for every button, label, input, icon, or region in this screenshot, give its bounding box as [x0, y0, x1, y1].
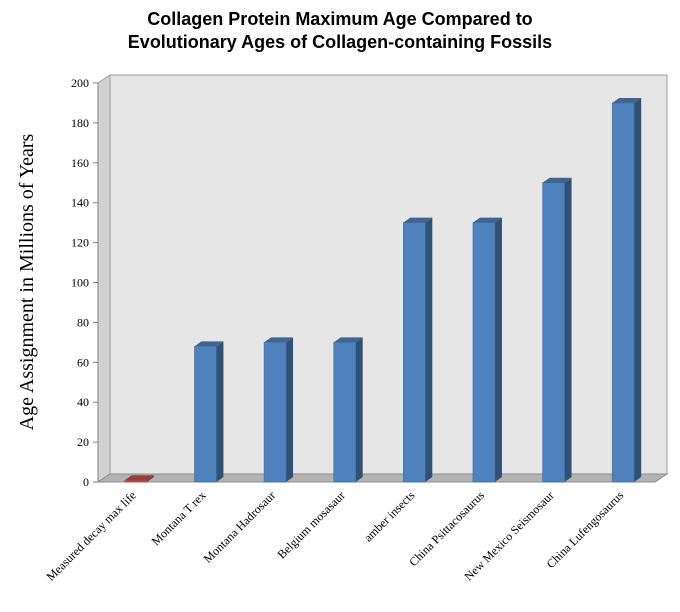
bar	[403, 217, 433, 483]
bar-side	[216, 341, 224, 482]
x-tick-label: China Lufengosaurus	[544, 488, 627, 571]
y-tick-label: 80	[77, 315, 89, 329]
bar-front	[542, 182, 565, 483]
bar-top	[472, 217, 502, 223]
y-tick-label: 40	[77, 395, 89, 409]
plot-area	[96, 74, 669, 483]
chart-title: Collagen Protein Maximum Age Compared to…	[0, 8, 680, 54]
bar	[333, 337, 363, 483]
bar-front	[611, 102, 635, 483]
bar-side	[564, 177, 572, 482]
y-tick-label: 20	[77, 435, 89, 449]
bar-side	[494, 217, 502, 482]
x-tick-label: Belgium mosasaur	[275, 488, 348, 561]
bar-top	[194, 341, 224, 347]
bar-top	[612, 97, 642, 103]
bar-top	[403, 217, 433, 223]
bars	[124, 97, 642, 483]
bar-top	[333, 337, 363, 343]
y-tick-label: 200	[71, 76, 89, 90]
bar	[194, 341, 224, 483]
x-tick-label: Montana T rex	[149, 488, 209, 548]
plot-floor	[96, 473, 669, 483]
bar-side	[355, 337, 363, 482]
bar	[472, 217, 502, 483]
bar	[263, 337, 294, 483]
bar-side	[146, 475, 154, 482]
y-axis: 0 20 40 60 80 100 120 140 160 180 200	[71, 76, 99, 489]
y-tick-label: 100	[71, 276, 89, 290]
bar-front	[403, 222, 426, 483]
x-axis: Measured decay max life Montana T rexMont…	[44, 488, 627, 584]
plot-side-wall	[97, 74, 111, 483]
bar-front	[263, 342, 287, 483]
x-tick-label: Measured decay max life	[44, 488, 139, 583]
bar-front	[124, 479, 148, 483]
y-tick-label: 140	[71, 196, 89, 210]
bar-front	[333, 342, 356, 483]
bar-top	[124, 475, 154, 481]
bar-front	[194, 346, 217, 483]
y-tick-label: 160	[71, 156, 89, 170]
y-tick-label: 60	[77, 355, 89, 369]
y-tick-label: 0	[83, 475, 89, 489]
chart-title-line-2: Evolutionary Ages of Collagen-containing…	[127, 32, 553, 52]
bar-front	[472, 222, 496, 483]
bar	[542, 177, 572, 483]
y-tick-label: 180	[71, 116, 89, 130]
x-tick-label: amber insects	[361, 488, 418, 545]
bar-top	[542, 177, 572, 183]
bar-side	[286, 337, 294, 482]
x-tick-label: Montana Hadrosaur	[201, 488, 279, 566]
chart-title-line-1: Collagen Protein Maximum Age Compared to	[147, 9, 533, 29]
bar-side	[634, 97, 642, 482]
bar	[124, 475, 154, 483]
bar-side	[425, 217, 433, 482]
plot-wall	[109, 74, 668, 475]
y-axis-label: Age Assignment in Millions of Years	[16, 133, 38, 430]
y-tick-label: 120	[71, 236, 89, 250]
bar	[611, 97, 642, 483]
x-tick-label: China Psittacosaurus	[406, 488, 487, 569]
bar-top	[264, 337, 294, 343]
